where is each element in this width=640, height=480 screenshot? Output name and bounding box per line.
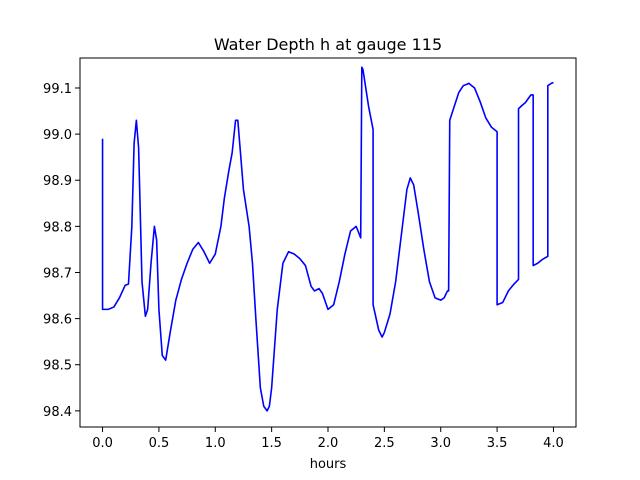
y-tick-label: 98.7: [43, 266, 72, 281]
x-tick-label: 4.0: [543, 436, 564, 451]
y-tick-label: 98.8: [43, 220, 72, 235]
x-tick-label: 3.0: [430, 436, 451, 451]
y-tick-label: 99.1: [43, 82, 72, 97]
x-tick-label: 1.5: [261, 436, 282, 451]
y-tick-label: 99.0: [43, 128, 72, 143]
x-tick-label: 1.0: [205, 436, 226, 451]
x-tick-label: 2.5: [374, 436, 395, 451]
series-line-0: [101, 66, 554, 412]
y-axis: 98.4 98.5 98.6 98.7 98.8 98.9 99.0 99.1: [43, 82, 80, 420]
y-tick-label: 98.9: [43, 174, 72, 189]
plot-area: [101, 66, 554, 412]
y-tick-label: 98.4: [43, 405, 72, 420]
y-tick-label: 98.5: [43, 359, 72, 374]
x-axis: 0.0 0.5 1.0 1.5 2.0 2.5 3.0 3.5 4.0: [92, 427, 564, 451]
x-axis-label: hours: [310, 457, 347, 472]
x-tick-label: 2.0: [318, 436, 339, 451]
x-tick-label: 3.5: [487, 436, 508, 451]
chart-title: Water Depth h at gauge 115: [214, 35, 442, 54]
x-tick-label: 0.0: [92, 436, 113, 451]
x-tick-label: 0.5: [149, 436, 170, 451]
y-tick-label: 98.6: [43, 313, 72, 328]
